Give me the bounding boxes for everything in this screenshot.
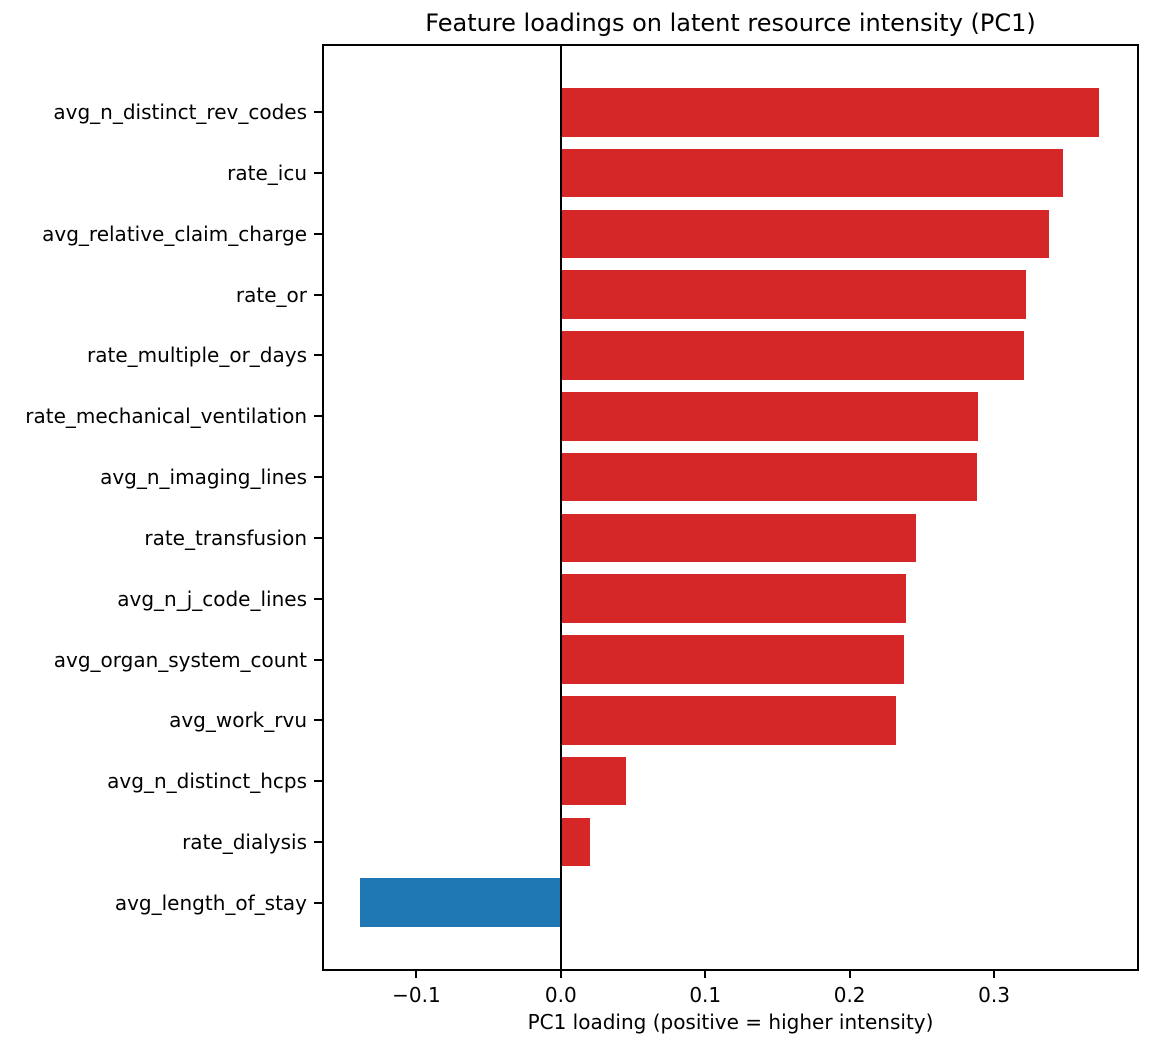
bar-avg_n_imaging_lines (560, 452, 977, 502)
bar-rate_or (560, 270, 1026, 319)
x-tick-label: −0.1 (392, 983, 441, 1007)
plot-area (322, 44, 1139, 971)
bar-rate_icu (560, 148, 1064, 198)
bar-rate_multiple_or_days (560, 331, 1025, 380)
x-tick-label: 0.0 (544, 983, 577, 1007)
y-tick-label-rate_mechanical_ventilation: rate_mechanical_ventilation (25, 404, 307, 429)
x-tick-mark (415, 971, 418, 978)
chart-title: Feature loadings on latent resource inte… (425, 9, 1036, 37)
bar-rate_mechanical_ventilation (560, 391, 979, 441)
y-tick-mark (314, 476, 322, 479)
bar-avg_organ_system_count (560, 635, 905, 684)
zero-baseline (559, 46, 562, 969)
y-tick-mark (314, 172, 322, 175)
y-tick-mark (314, 719, 322, 722)
y-tick-mark (314, 597, 322, 600)
x-tick-mark (848, 971, 851, 978)
y-tick-mark (314, 658, 322, 661)
bar-avg_work_rvu (560, 695, 896, 745)
y-tick-label-rate_dialysis: rate_dialysis (182, 829, 307, 854)
y-tick-mark (314, 232, 322, 235)
bar-avg_length_of_stay (360, 878, 561, 928)
x-tick-mark (559, 971, 562, 978)
x-tick-label: 0.3 (978, 983, 1010, 1007)
x-tick-mark (993, 971, 996, 978)
bar-avg_n_j_code_lines (560, 574, 906, 624)
y-tick-mark (314, 415, 322, 418)
y-tick-mark (314, 111, 322, 114)
y-tick-mark (314, 780, 322, 783)
x-tick-label: 0.1 (689, 983, 722, 1007)
y-tick-label-rate_icu: rate_icu (227, 161, 307, 186)
y-tick-label-avg_n_distinct_rev_codes: avg_n_distinct_rev_codes (53, 100, 307, 125)
x-tick-mark (704, 971, 707, 978)
y-tick-mark (314, 901, 322, 904)
bar-rate_dialysis (560, 817, 590, 867)
y-tick-label-avg_relative_claim_charge: avg_relative_claim_charge (42, 221, 307, 246)
bar-avg_relative_claim_charge (560, 209, 1049, 259)
bar-rate_transfusion (560, 513, 917, 563)
bar-avg_n_distinct_rev_codes (560, 87, 1100, 137)
y-tick-mark (314, 840, 322, 843)
y-tick-label-rate_transfusion: rate_transfusion (144, 525, 307, 550)
y-tick-label-rate_multiple_or_days: rate_multiple_or_days (87, 343, 307, 368)
y-tick-label-avg_n_j_code_lines: avg_n_j_code_lines (117, 586, 307, 611)
y-tick-mark (314, 293, 322, 296)
y-tick-label-avg_n_distinct_hcps: avg_n_distinct_hcps (107, 769, 307, 794)
y-tick-label-avg_length_of_stay: avg_length_of_stay (114, 890, 307, 915)
y-tick-mark (314, 536, 322, 539)
y-tick-label-avg_work_rvu: avg_work_rvu (169, 708, 307, 733)
x-tick-label: 0.2 (833, 983, 866, 1007)
bar-avg_n_distinct_hcps (560, 756, 626, 806)
y-tick-label-rate_or: rate_or (235, 282, 307, 307)
x-axis-label: PC1 loading (positive = higher intensity… (527, 1010, 934, 1034)
y-tick-label-avg_n_imaging_lines: avg_n_imaging_lines (100, 465, 307, 490)
y-tick-mark (314, 354, 322, 357)
y-tick-label-avg_organ_system_count: avg_organ_system_count (53, 647, 307, 672)
